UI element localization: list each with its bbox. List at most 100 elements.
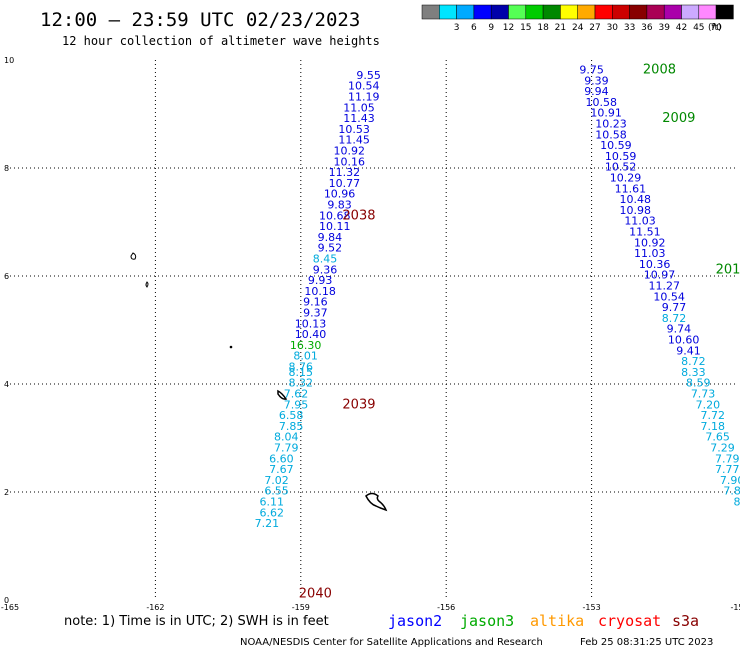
wave-height-point: 11.05: [343, 101, 375, 114]
chart-title: 12:00 – 23:59 UTC 02/23/2023: [40, 9, 360, 31]
wave-height-point: 7.73: [691, 388, 716, 401]
wave-height-point: 9.36: [313, 263, 338, 276]
x-tick-label: -15: [730, 603, 740, 612]
wave-height-point: 10.77: [329, 177, 361, 190]
y-tick-label: 10: [4, 56, 14, 65]
wave-height-point: 7.90: [720, 474, 740, 487]
wave-height-point: 11.51: [629, 226, 661, 239]
wave-height-point: 7.95: [284, 398, 309, 411]
wave-height-point: 7.77: [715, 463, 740, 476]
wave-height-point: 9.74: [667, 323, 692, 336]
x-tick-label: -165: [1, 603, 19, 612]
wave-height-point: 10.11: [319, 220, 351, 233]
altimeter-pass: 9.759.399.9410.5810.9110.2310.5810.5910.…: [579, 63, 740, 509]
colorbar-label: 18: [537, 23, 549, 33]
wave-height-point: 9.77: [662, 301, 687, 314]
colorbar-bin: [473, 4, 492, 20]
wave-height-point: 6.62: [259, 506, 284, 519]
wave-height-point: 9.93: [308, 274, 333, 287]
colorbar-bin: [612, 4, 630, 20]
colorbar-label: 70: [710, 23, 722, 33]
wave-height-point: 6.60: [269, 452, 294, 465]
footer-credit: NOAA/NESDIS Center for Satellite Applica…: [240, 637, 543, 648]
wave-height-point: 8.72: [662, 312, 687, 325]
altimeter-passes: 9.5510.5411.1911.0511.4310.5311.4510.921…: [255, 63, 740, 602]
x-tick-label: -156: [437, 603, 455, 612]
wave-height-point: 10.92: [334, 145, 366, 158]
wave-height-point: 10.60: [668, 334, 700, 347]
wave-height-point: 10.54: [653, 290, 685, 303]
wave-height-point: 7.8: [723, 485, 740, 498]
colorbar-bin: [490, 4, 509, 20]
wave-height-point: 7.02: [264, 474, 289, 487]
wave-height-point: 11.32: [329, 166, 361, 179]
colorbar-label: 12: [503, 23, 514, 33]
satellite-legend: jason2 jason3 altika cryosat s3a: [388, 612, 699, 630]
colorbar-bin: [715, 4, 734, 20]
wave-height-point: 10.68: [319, 209, 351, 222]
y-tick-label: 6: [4, 272, 9, 281]
chart-subtitle: 12 hour collection of altimeter wave hei…: [62, 34, 380, 48]
satellite-altika: altika: [530, 612, 584, 630]
wave-height-point: 11.27: [649, 280, 681, 293]
wave-height-point: 10.91: [590, 107, 622, 120]
wave-height-point: 10.29: [610, 172, 642, 185]
pass-time-label: 2038: [342, 208, 375, 223]
wave-height-point: 9.55: [356, 69, 381, 82]
wave-height-point: 8.72: [681, 355, 706, 368]
wave-height-point: 10.36: [639, 258, 671, 271]
wave-height-point: 8.04: [274, 431, 299, 444]
colorbar-bin: [421, 4, 440, 20]
wave-height-point: 11.61: [615, 182, 647, 195]
wave-height-point: 16.30: [290, 339, 322, 352]
colorbar-label: 45: [693, 23, 704, 33]
wave-height-point: 8.15: [289, 366, 314, 379]
wave-height-point: 9.16: [303, 296, 328, 309]
wave-height-point: 7.79: [715, 452, 740, 465]
wave-height-point: 8.33: [681, 366, 706, 379]
island-molokai: [277, 389, 288, 400]
colorbar-bin: [542, 4, 561, 20]
wave-height-point: 11.45: [338, 134, 370, 147]
wave-height-point: 8.01: [293, 350, 318, 363]
wave-height-point: 10.58: [595, 128, 627, 141]
colorbar-bin: [525, 4, 544, 20]
wave-height-point: 6.11: [259, 496, 284, 509]
colorbar-label: 6: [471, 23, 477, 33]
wave-height-point: 9.94: [584, 85, 609, 98]
wave-height-point: 10.59: [600, 139, 632, 152]
colorbar-label: 9: [488, 23, 494, 33]
colorbar-label: 39: [658, 23, 670, 33]
wave-height-point: 9.75: [579, 64, 604, 77]
island-hawaii: [365, 492, 388, 512]
wave-height-point: 11.03: [634, 247, 666, 260]
wave-height-point: 10.23: [595, 118, 627, 131]
wave-height-point: 10.54: [348, 80, 380, 93]
wave-height-point: 10.16: [334, 155, 366, 168]
wave-height-point: 10.92: [634, 236, 666, 249]
wave-height-point: 11.43: [343, 112, 375, 125]
colorbar-bin: [663, 4, 682, 20]
wave-height-point: 9.52: [318, 242, 343, 255]
wave-height-point: 8.59: [686, 377, 711, 390]
colorbar-label: 30: [607, 23, 619, 33]
wave-height-point: 7.65: [705, 431, 730, 444]
colorbar-bin: [456, 4, 475, 20]
colorbar-label: 21: [555, 23, 566, 33]
wave-height-point: 7.67: [269, 463, 294, 476]
wave-height-point: 10.48: [619, 193, 651, 206]
island-niihau: [130, 252, 137, 260]
satellite-s3a: s3a: [672, 612, 699, 630]
colorbar-label: 15: [520, 23, 531, 33]
wave-height-point: 7.62: [284, 388, 309, 401]
footer-timestamp: Feb 25 08:31:25 UTC 2023: [580, 637, 713, 648]
wave-height-point: 6.55: [264, 485, 289, 498]
x-tick-label: -153: [583, 603, 601, 612]
colorbar-bin: [577, 4, 596, 20]
colorbar-label: 3: [454, 23, 460, 33]
colorbar-label: 33: [624, 23, 635, 33]
y-tick-label: 8: [4, 164, 9, 173]
colorbar: 3 6 9 12 15 18 21 24 27 30 33 36 39 42 45 70(ft): [421, 4, 734, 33]
colorbar-bin: [681, 4, 700, 20]
colorbar-bin: [439, 4, 457, 20]
